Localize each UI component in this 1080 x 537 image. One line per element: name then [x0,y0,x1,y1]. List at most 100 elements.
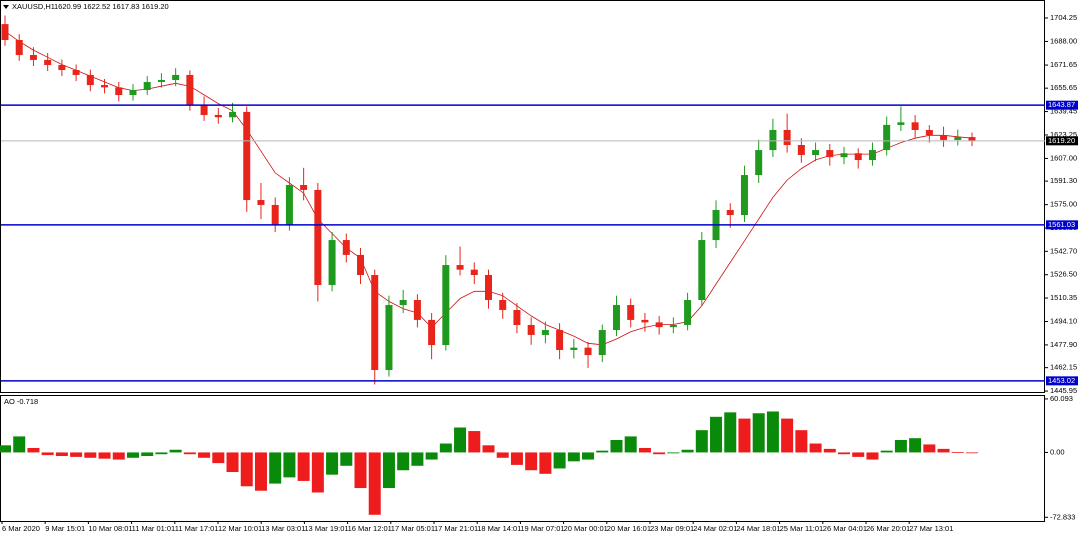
ao-bar [126,452,139,458]
ao-bar [198,452,211,458]
candle-body [413,299,421,320]
y-tick-label: 1607.00 [1050,153,1077,162]
ao-bar [738,418,751,453]
y-tick-label: 1591.30 [1050,176,1077,185]
x-tick-label: 26 Mar 04:01 [823,524,867,533]
ao-bar [468,431,481,453]
x-tick-label: 26 Mar 20:01 [866,524,910,533]
level-label: 1561.03 [1048,220,1075,229]
ao-bar [809,443,822,453]
candle-body [954,137,962,140]
candle-body [925,129,933,136]
ao-bar [368,452,381,515]
y-tick-label: 1704.25 [1050,13,1077,22]
candle-body [883,124,891,151]
candle-body [485,275,492,300]
candle-body [172,74,180,81]
candle-body [342,240,350,255]
candle-body [513,309,521,325]
y-tick-label: 0.00 [1050,447,1065,456]
ao-bar [937,448,950,453]
ao-bar [340,452,353,466]
candle-body [598,330,606,356]
candle-body [243,111,251,201]
candle-body [868,150,876,161]
ao-bar [354,452,367,489]
x-tick-label: 24 Mar 02:01 [693,524,737,533]
y-tick-label: 1623.25 [1050,130,1077,139]
candle-body [826,150,834,158]
candle-body [229,111,237,118]
ao-bar [240,452,253,487]
level-label: 1643.87 [1048,100,1075,109]
ao-bar [212,452,225,464]
candle-body [769,129,777,151]
y-tick-label: 1526.50 [1050,270,1077,279]
y-tick-label: 1575.00 [1050,200,1077,209]
y-tick-label: 1688.00 [1050,36,1077,45]
ao-bar [653,452,666,455]
candle-body [627,305,635,320]
menu-triangle [3,5,9,9]
ao-bar [724,412,737,453]
ao-bar [425,452,438,460]
x-tick-label: 11 Mar 17:01 [175,524,219,533]
ao-bar [169,449,182,453]
x-tick-label: 17 Mar 21:01 [434,524,478,533]
candle-body [442,265,450,346]
x-tick-label: 6 Mar 2020 [2,524,40,533]
ao-bar [411,452,424,466]
ao-bar [681,449,694,453]
x-tick-label: 19 Mar 07:01 [520,524,564,533]
candle-body [428,319,436,346]
ao-bar [923,444,936,453]
ao-bar [482,445,495,453]
y-tick-label: 1655.65 [1050,83,1077,92]
candle-body [740,175,748,216]
ao-bar [454,427,467,453]
ao-bar [567,452,580,462]
candle-body [968,137,976,141]
y-tick-label: 1494.10 [1050,316,1077,325]
candle-body [186,74,194,105]
ao-bar [838,452,851,455]
ao-panel [0,395,1045,522]
ao-bar [638,447,651,453]
ao-bar [27,447,40,453]
candle-body [157,80,165,83]
x-tick-label: 24 Mar 18:01 [736,524,780,533]
candle-body [44,59,52,65]
candle-body [570,347,578,350]
candle-body [29,55,37,60]
ao-bar [909,438,922,453]
ao-bar [183,452,196,455]
ao-bar [866,452,879,460]
candle-body [755,150,763,176]
ao-bar [397,452,410,471]
candle-body [214,114,222,118]
x-tick-label: 20 Mar 00:01 [564,524,608,533]
candle-body [200,104,208,115]
ao-bar [84,452,97,458]
ao-bar [226,452,239,473]
x-tick-label: 23 Mar 09:01 [650,524,694,533]
candle-body [143,82,151,90]
ao-bar [98,452,111,459]
ao-bar [13,436,26,453]
ao-bar [55,452,68,456]
ao-bar [596,450,609,453]
candle-body [357,254,365,276]
candle-body [783,129,791,146]
candle-body [314,189,322,285]
x-tick-label: 16 Mar 12:01 [348,524,392,533]
candle-body [470,269,478,276]
ao-bar [525,452,538,471]
level-box [1046,100,1078,110]
candle-body [655,322,663,328]
candle-body [812,150,820,155]
y-tick-label: 1462.15 [1050,363,1077,372]
ao-bar [695,430,708,453]
ao-bar [254,452,267,491]
level-box [1046,220,1078,230]
candle-body [58,64,66,71]
